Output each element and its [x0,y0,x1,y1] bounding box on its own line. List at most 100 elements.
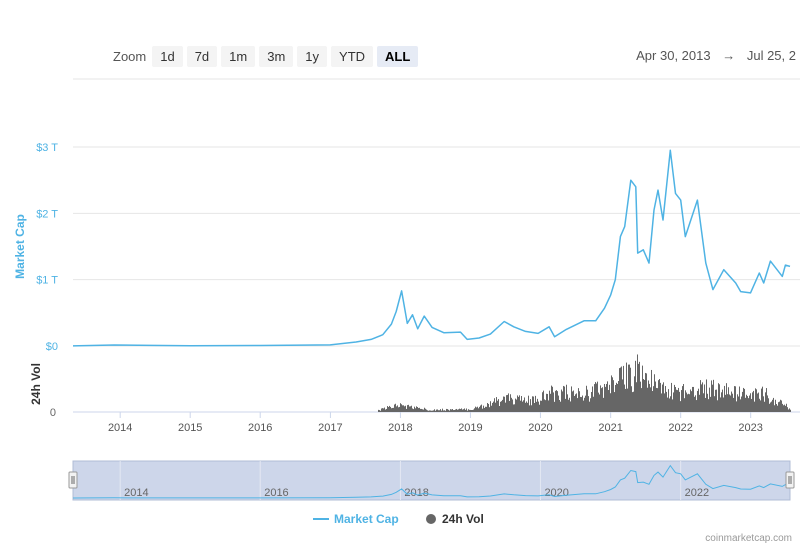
zoom-button-1m[interactable]: 1m [221,45,256,67]
volume-bar [683,384,684,412]
volume-bar [475,406,476,412]
navigator-selection[interactable] [72,460,791,501]
volume-bar [564,386,565,412]
volume-bar [507,394,508,412]
volume-bar [778,402,779,412]
volume-bar [633,391,634,412]
volume-bar [727,394,728,412]
volume-bar [718,383,719,412]
volume-bar [684,398,685,412]
volume-bar [503,396,504,412]
volume-bar [625,388,626,412]
volume-bar [490,401,491,412]
volume-bar [679,391,680,412]
volume-bar [757,393,758,412]
volume-bar [403,405,404,412]
volume-bar [549,390,550,412]
navigator-tick-label: 2016 [264,487,288,499]
volume-bar [386,408,387,412]
volume-bar [406,408,407,412]
zoom-button-3m[interactable]: 3m [259,45,294,67]
volume-bar [515,398,516,412]
volume-bar [751,398,752,412]
volume-bar [612,377,613,412]
volume-bar [594,384,595,412]
volume-bar [773,397,774,412]
volume-bar [613,380,614,412]
volume-bar [438,410,439,412]
volume-bar [640,381,641,412]
navigator-handle-right[interactable] [785,471,795,489]
zoom-button-7d[interactable]: 7d [186,45,218,67]
volume-bar [414,406,415,412]
volume-bar [442,408,443,412]
volume-bar [680,401,681,412]
volume-bar [628,364,629,412]
volume-bar [631,386,632,412]
volume-bar [378,409,379,412]
volume-bar [434,409,435,412]
volume-bar [785,405,786,412]
volume-bar [720,397,721,412]
volume-bar [581,397,582,412]
volume-bar [711,380,712,412]
zoom-button-1d[interactable]: 1d [152,45,183,67]
volume-bar [592,386,593,412]
volume-bar [382,408,383,412]
zoom-button-ytd[interactable]: YTD [331,45,374,67]
y-tick-label: $3 T [36,142,58,154]
volume-bar [537,398,538,412]
legend-dot-icon[interactable] [426,514,436,524]
volume-bar [527,402,528,412]
volume-bar [517,395,518,412]
volume-bar [397,405,398,412]
volume-bar [665,386,666,412]
volume-bar [398,407,399,412]
volume-bar [531,405,532,412]
credit-link[interactable]: coinmarketcap.com [705,533,792,544]
volume-bar [584,397,585,412]
volume-bar [621,366,622,412]
volume-bar [758,392,759,412]
volume-bar [508,393,509,412]
volume-bar [543,390,544,412]
volume-bar [687,394,688,412]
volume-bar [492,402,493,412]
volume-bar [666,391,667,412]
navigator-handle-left[interactable] [68,471,78,489]
volume-bar [743,387,744,412]
volume-bar [558,395,559,412]
volume-bar [554,401,555,412]
x-tick-label: 2022 [668,422,692,434]
volume-bar [763,396,764,412]
volume-bar [764,401,765,412]
volume-bar [672,399,673,412]
volume-bar [721,392,722,412]
volume-bar [657,388,658,412]
volume-bar [460,409,461,412]
volume-bar [766,388,767,412]
volume-bar [748,398,749,412]
volume-bar [637,354,638,412]
volume-bar [577,398,578,412]
volume-bar [723,397,724,412]
volume-bar [535,395,536,412]
volume-bar [437,409,438,412]
volume-bar [408,404,409,412]
volume-bar [695,395,696,412]
volume-bar [496,397,497,412]
volume-bar [702,382,703,412]
volume-bar [715,389,716,412]
volume-bar [520,400,521,412]
volume-bar [655,381,656,412]
zoom-button-1y[interactable]: 1y [297,45,328,67]
volume-bar [694,396,695,412]
range-to-input[interactable]: Jul 25, 2 [746,48,796,63]
volume-bar [471,410,472,412]
volume-bar [512,399,513,412]
volume-bar [626,362,627,412]
volume-bar [574,395,575,412]
range-from-input[interactable]: Apr 30, 2013 [636,48,711,63]
volume-bar [774,405,775,412]
zoom-button-all[interactable]: ALL [377,45,419,67]
